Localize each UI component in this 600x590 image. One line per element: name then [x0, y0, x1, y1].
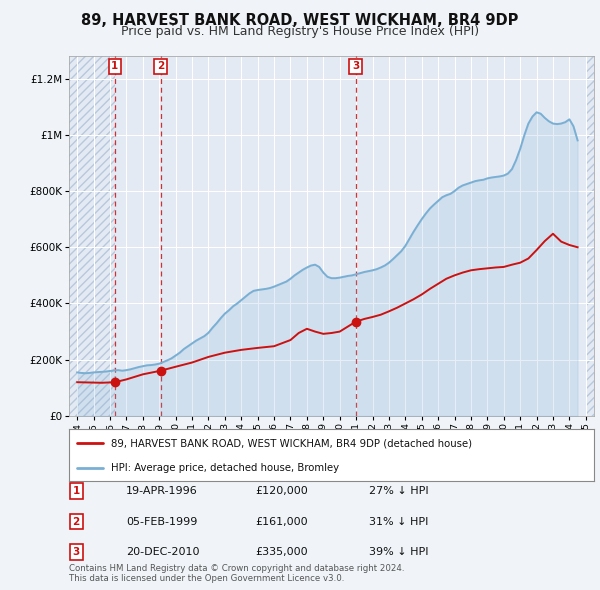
Text: 2: 2	[157, 61, 164, 71]
Text: 89, HARVEST BANK ROAD, WEST WICKHAM, BR4 9DP (detached house): 89, HARVEST BANK ROAD, WEST WICKHAM, BR4…	[111, 438, 472, 448]
Bar	[586, 56, 594, 416]
Text: 89, HARVEST BANK ROAD, WEST WICKHAM, BR4 9DP: 89, HARVEST BANK ROAD, WEST WICKHAM, BR4…	[82, 13, 518, 28]
Text: 39% ↓ HPI: 39% ↓ HPI	[369, 548, 428, 557]
Text: 2: 2	[73, 517, 80, 526]
Text: 3: 3	[73, 548, 80, 557]
Bar	[69, 56, 115, 416]
Text: HPI: Average price, detached house, Bromley: HPI: Average price, detached house, Brom…	[111, 463, 339, 473]
Text: 05-FEB-1999: 05-FEB-1999	[126, 517, 197, 526]
Bar	[69, 56, 115, 416]
Text: 1: 1	[73, 486, 80, 496]
Text: 27% ↓ HPI: 27% ↓ HPI	[369, 486, 428, 496]
Text: 3: 3	[352, 61, 359, 71]
Text: Price paid vs. HM Land Registry's House Price Index (HPI): Price paid vs. HM Land Registry's House …	[121, 25, 479, 38]
Text: 31% ↓ HPI: 31% ↓ HPI	[369, 517, 428, 526]
Text: £161,000: £161,000	[255, 517, 308, 526]
Text: Contains HM Land Registry data © Crown copyright and database right 2024.
This d: Contains HM Land Registry data © Crown c…	[69, 563, 404, 583]
Bar	[586, 56, 594, 416]
Text: 20-DEC-2010: 20-DEC-2010	[126, 548, 199, 557]
Text: £120,000: £120,000	[255, 486, 308, 496]
Text: £335,000: £335,000	[255, 548, 308, 557]
Text: 19-APR-1996: 19-APR-1996	[126, 486, 198, 496]
Text: 1: 1	[112, 61, 119, 71]
